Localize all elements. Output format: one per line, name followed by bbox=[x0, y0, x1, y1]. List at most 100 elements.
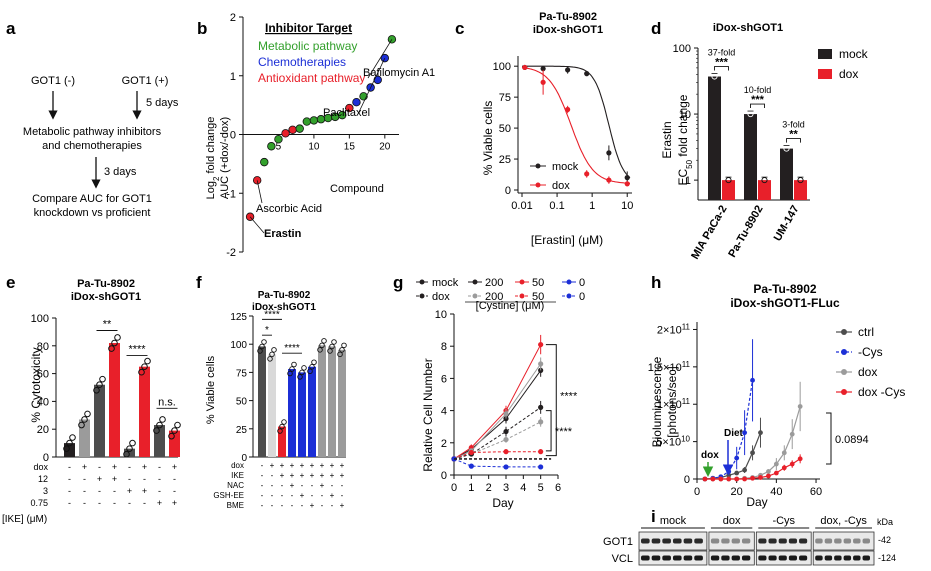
f-bar bbox=[288, 369, 296, 457]
h-point bbox=[789, 431, 795, 437]
blot-band bbox=[721, 538, 730, 544]
e-condition-mark: + bbox=[142, 486, 147, 496]
e-condition-mark: - bbox=[173, 474, 176, 484]
h-annot-diet: Diet bbox=[724, 428, 744, 439]
h-point bbox=[742, 430, 748, 436]
f-condition-mark: - bbox=[291, 491, 294, 500]
b-ylabel-line2: AUC (+dox/-dox) bbox=[219, 117, 231, 199]
c-point-dox bbox=[565, 106, 571, 113]
blot-band bbox=[641, 555, 650, 561]
g-legend-item-label: 50 bbox=[532, 291, 544, 303]
f-replicate-dot bbox=[261, 339, 267, 345]
e-condition-label: 3 bbox=[43, 486, 48, 496]
h-xlabel: Day bbox=[746, 495, 767, 509]
f-replicate-dot bbox=[291, 361, 297, 368]
annot-bafilomycin: Bafilomycin A1 bbox=[363, 67, 435, 79]
e-condition-mark: - bbox=[158, 486, 161, 496]
g-point bbox=[468, 463, 474, 469]
d-sig-bracket bbox=[750, 103, 765, 109]
b-point bbox=[302, 117, 312, 126]
e-ytick-label: 20 bbox=[37, 424, 49, 436]
e-bar bbox=[109, 343, 120, 457]
g-legend-marker bbox=[472, 279, 478, 285]
d-sig-label: ** bbox=[789, 129, 798, 141]
panel-letter-e: e bbox=[6, 273, 15, 292]
f-bar bbox=[328, 346, 336, 457]
g-series-line bbox=[453, 363, 542, 460]
e-bar bbox=[79, 419, 90, 457]
d-ylabel-line1: Erastin bbox=[660, 121, 674, 158]
h-point bbox=[758, 475, 763, 480]
f-replicate-dot bbox=[277, 428, 283, 434]
d-fold-label: 37-fold bbox=[708, 48, 736, 58]
f-condition-label: GSH-EE bbox=[213, 491, 244, 500]
e-condition-mark: - bbox=[158, 474, 161, 484]
blot-band bbox=[641, 538, 650, 544]
g-legend-marker bbox=[519, 293, 525, 299]
f-condition-mark: + bbox=[310, 461, 315, 470]
f-condition-mark: + bbox=[300, 491, 305, 500]
f-replicate-dot bbox=[337, 351, 343, 358]
e-group-label: [IKE] (μM) bbox=[2, 514, 47, 525]
f-condition-mark: + bbox=[280, 471, 285, 480]
h-ytick-label: 2×1011 bbox=[657, 322, 691, 337]
g-point bbox=[503, 436, 509, 443]
f-replicate-dot bbox=[297, 374, 303, 380]
blot-row-label: VCL bbox=[612, 553, 633, 565]
f-condition-mark: - bbox=[341, 481, 344, 490]
f-bar bbox=[318, 345, 326, 457]
b-leader-line bbox=[256, 180, 263, 204]
f-replicate-dot bbox=[311, 359, 317, 365]
f-replicate-dot bbox=[281, 419, 287, 425]
d-bar-mock bbox=[780, 148, 793, 200]
f-condition-mark: + bbox=[320, 461, 325, 470]
h-point bbox=[773, 461, 779, 467]
f-condition-mark: - bbox=[301, 501, 304, 510]
e-sig-label: **** bbox=[128, 344, 146, 356]
h-annot-dox: dox bbox=[701, 450, 719, 461]
b-xtick-label: 15 bbox=[344, 142, 356, 153]
f-ytick-label: 50 bbox=[236, 397, 248, 408]
e-replicate-dot bbox=[78, 421, 85, 429]
e-ytick-label: 0 bbox=[43, 452, 49, 464]
c-ytick-label: 25 bbox=[499, 154, 511, 166]
legend-antioxidant: Antioxidant pathway bbox=[258, 71, 365, 85]
e-condition-mark: - bbox=[128, 498, 131, 508]
e-bar bbox=[124, 448, 135, 457]
legend-mock: mock bbox=[839, 47, 869, 61]
compare-label-line1: Compare AUC for GOT1 bbox=[32, 193, 152, 205]
f-replicate-dot bbox=[307, 368, 313, 375]
e-ytick-label: 40 bbox=[37, 396, 49, 408]
f-condition-mark: + bbox=[330, 491, 335, 500]
inhibitors-label-line1: Metabolic pathway inhibitors bbox=[23, 126, 162, 138]
h-title-line1: Pa-Tu-8902 bbox=[753, 282, 816, 296]
e-bar bbox=[154, 425, 165, 457]
f-condition-mark: + bbox=[320, 471, 325, 480]
e-condition-mark: - bbox=[83, 486, 86, 496]
legend-metabolic: Metabolic pathway bbox=[258, 39, 357, 53]
c-legend-marker bbox=[535, 182, 541, 188]
f-condition-mark: - bbox=[281, 491, 284, 500]
blot-row-label: GOT1 bbox=[603, 536, 633, 548]
g-point bbox=[538, 449, 544, 455]
c-legend-dox: dox bbox=[552, 180, 570, 192]
e-condition-mark: - bbox=[98, 486, 101, 496]
f-condition-mark: - bbox=[281, 481, 284, 490]
e-condition-mark: - bbox=[68, 462, 71, 472]
h-point bbox=[750, 377, 755, 383]
panel-letter-h: h bbox=[651, 273, 661, 292]
c-point-mock bbox=[584, 71, 590, 77]
panel-letter-f: f bbox=[196, 273, 202, 292]
f-condition-mark: - bbox=[271, 501, 274, 510]
f-replicate-dot bbox=[301, 365, 307, 371]
g-series-line bbox=[453, 370, 542, 460]
kda-value: -42 bbox=[878, 535, 891, 545]
f-condition-mark: - bbox=[271, 491, 274, 500]
panel-letter-g: g bbox=[393, 273, 403, 292]
blot-band bbox=[683, 555, 693, 561]
h-point bbox=[797, 456, 803, 462]
h-ytick-label: 1.5×1011 bbox=[648, 359, 691, 374]
e-replicate-dot bbox=[153, 427, 160, 434]
e-replicate-dot bbox=[81, 416, 88, 423]
